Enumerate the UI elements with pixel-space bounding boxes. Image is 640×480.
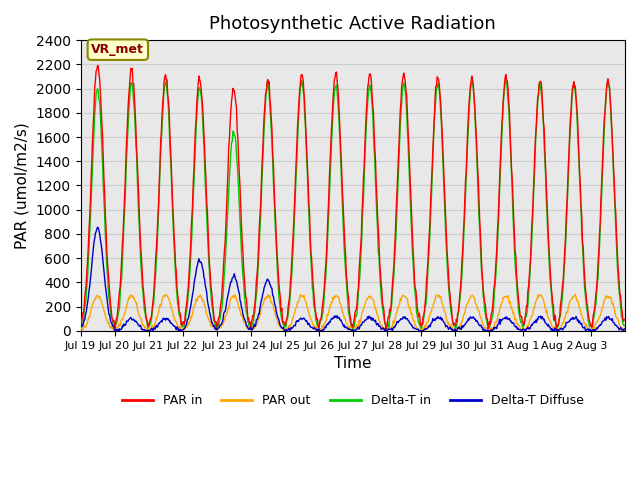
Title: Photosynthetic Active Radiation: Photosynthetic Active Radiation [209,15,496,33]
Y-axis label: PAR (umol/m2/s): PAR (umol/m2/s) [15,122,30,249]
Legend: PAR in, PAR out, Delta-T in, Delta-T Diffuse: PAR in, PAR out, Delta-T in, Delta-T Dif… [117,389,589,412]
X-axis label: Time: Time [334,356,371,371]
Text: VR_met: VR_met [92,43,144,56]
